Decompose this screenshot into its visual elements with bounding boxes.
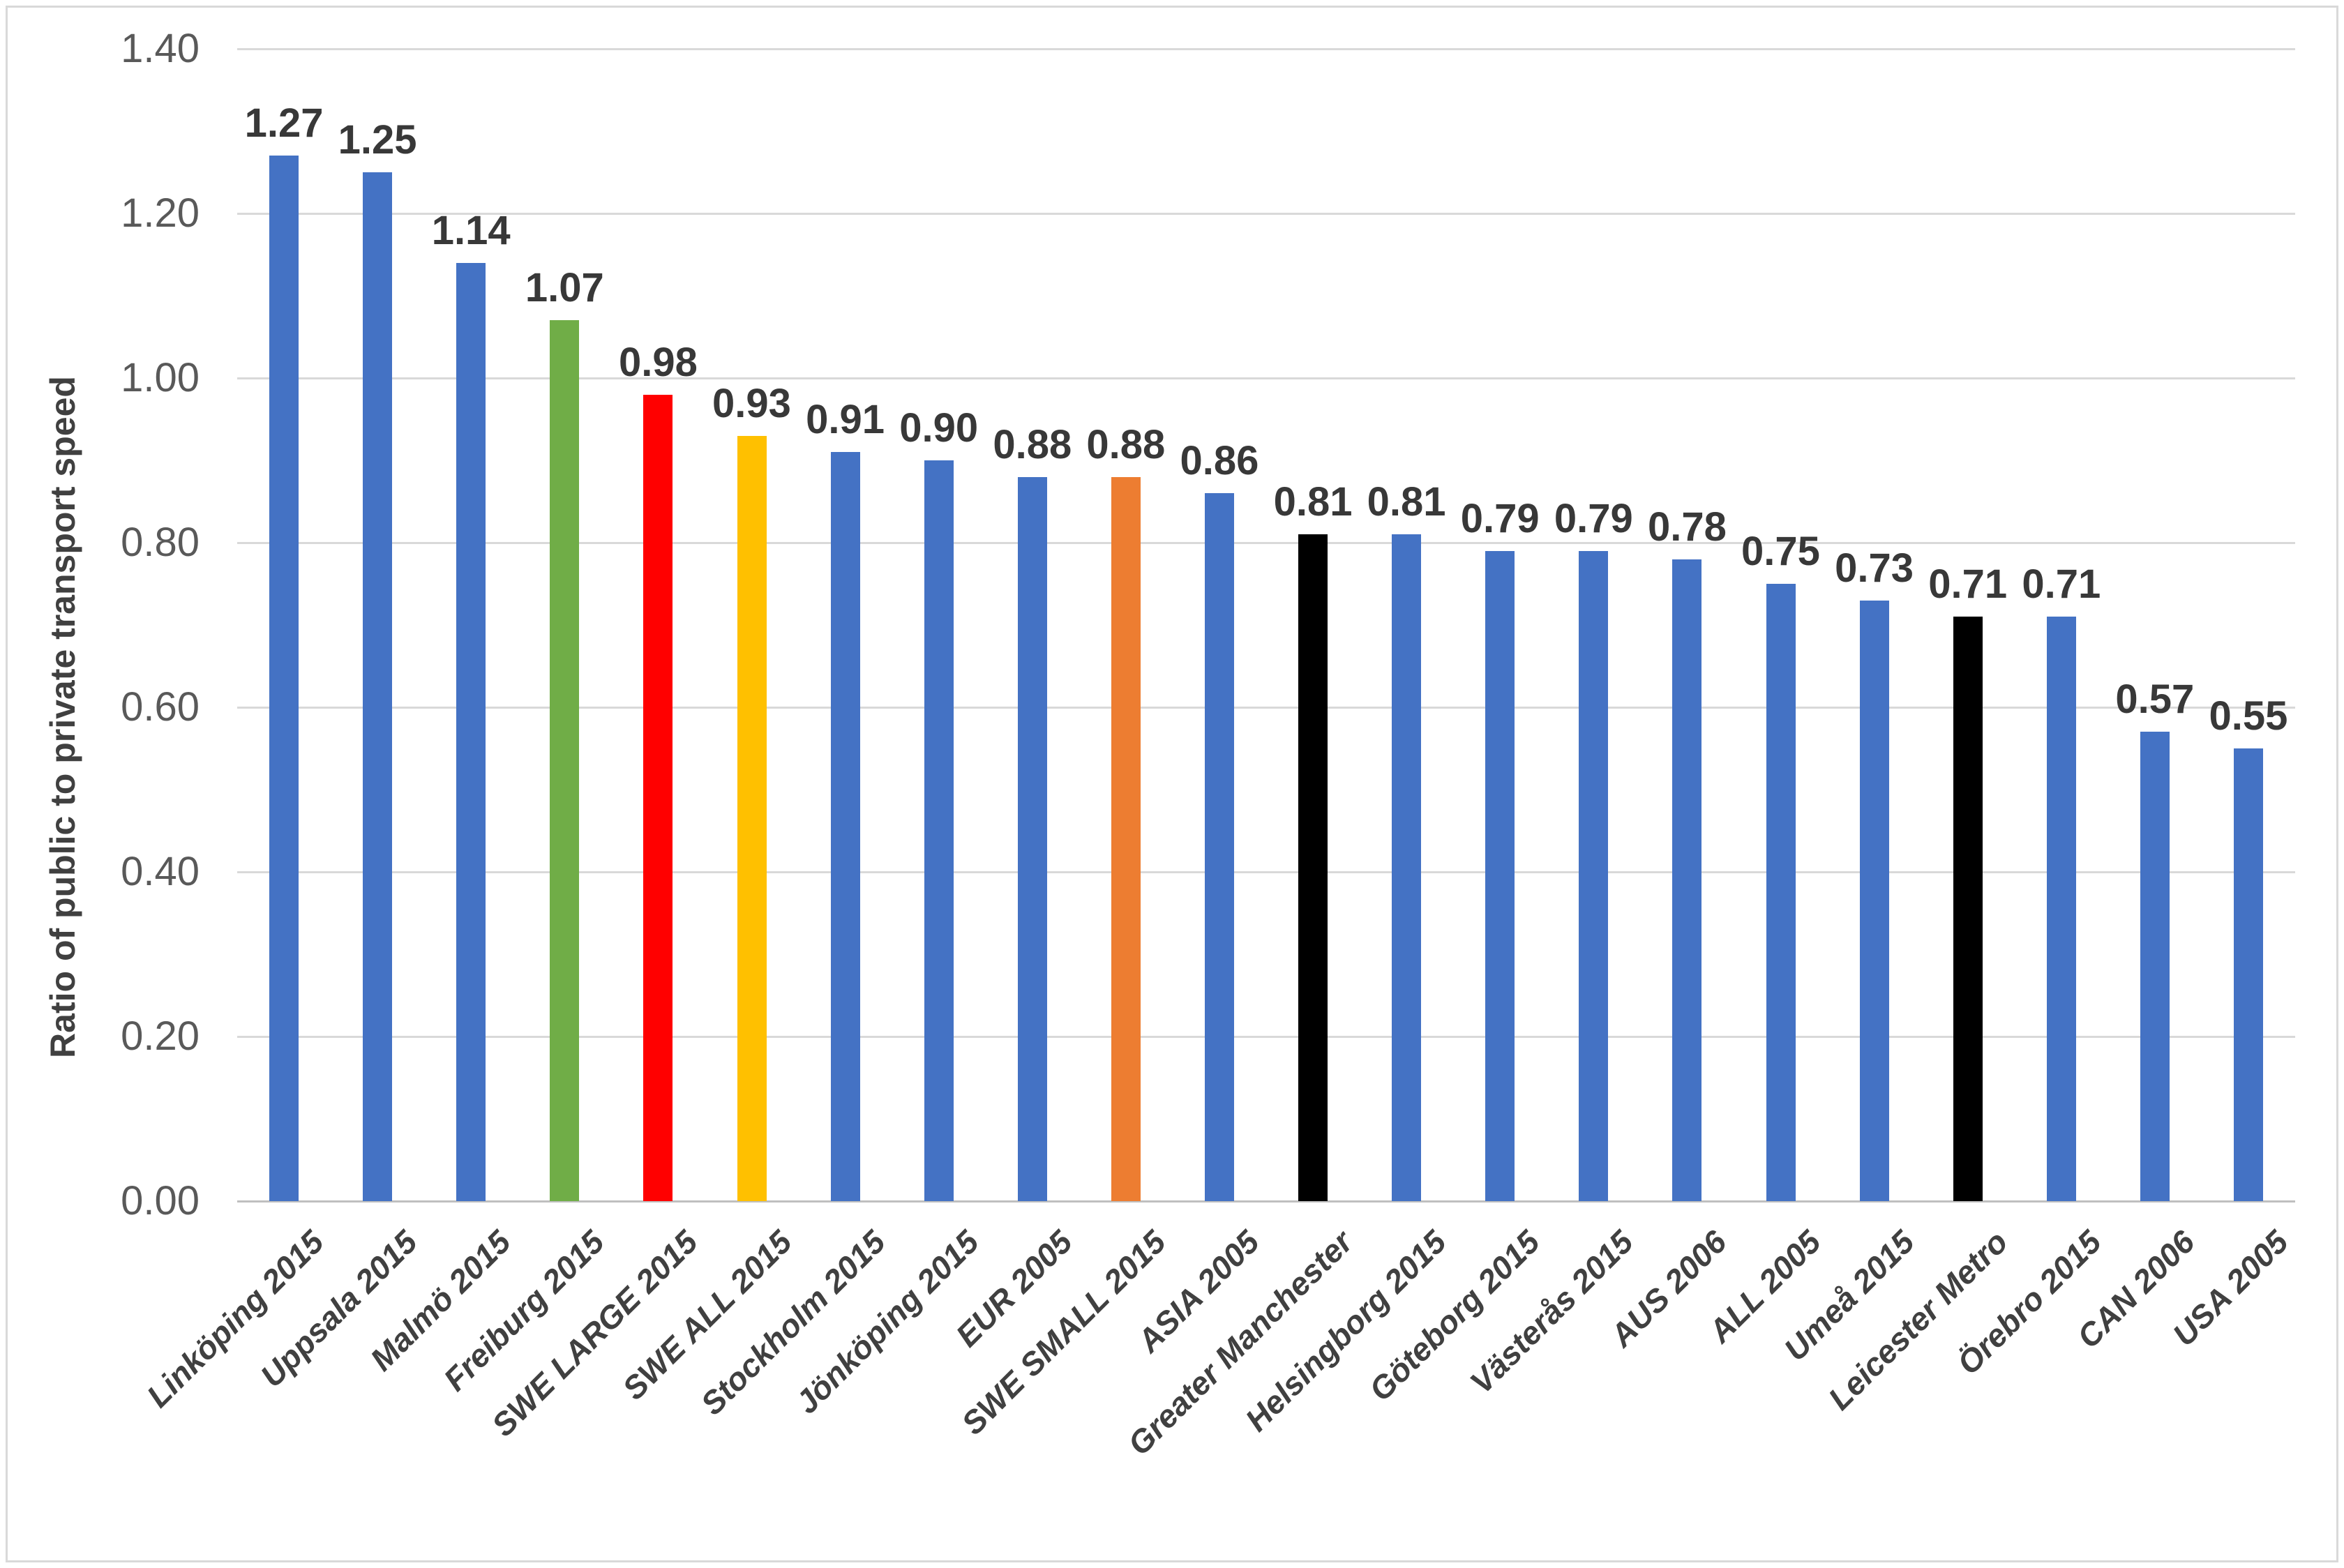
bar <box>737 435 767 1201</box>
gridline <box>237 706 2295 709</box>
bar <box>1859 600 1889 1201</box>
gridline <box>237 47 2295 50</box>
value-label: 0.88 <box>1086 421 1166 467</box>
value-label: 0.81 <box>1273 479 1353 525</box>
bar <box>2233 748 2263 1201</box>
value-label: 1.25 <box>338 117 417 163</box>
bar <box>2046 617 2076 1201</box>
bar <box>643 394 673 1201</box>
y-tick-label: 0.20 <box>121 1013 200 1059</box>
bar <box>269 156 299 1201</box>
gridline <box>237 541 2295 544</box>
gridline <box>237 870 2295 873</box>
bar <box>1392 534 1422 1201</box>
value-label: 0.75 <box>1741 529 1820 574</box>
value-label: 0.79 <box>1554 495 1633 541</box>
y-tick-label: 0.00 <box>121 1178 200 1223</box>
y-tick-label: 1.40 <box>121 26 200 71</box>
bar <box>1672 559 1702 1201</box>
bar <box>1298 534 1328 1201</box>
y-tick-label: 1.20 <box>121 190 200 236</box>
gridline <box>237 1035 2295 1038</box>
bar <box>550 320 580 1201</box>
bar <box>1579 550 1609 1201</box>
value-label: 0.55 <box>2209 693 2288 739</box>
value-label: 1.27 <box>244 100 324 146</box>
bar <box>1204 493 1234 1201</box>
value-label: 0.90 <box>899 405 979 451</box>
value-label: 0.78 <box>1647 504 1727 550</box>
bar <box>1766 584 1796 1201</box>
bar <box>2140 732 2170 1201</box>
bar <box>363 172 393 1201</box>
bar <box>456 262 486 1201</box>
value-label: 0.93 <box>712 380 791 426</box>
value-label: 0.57 <box>2115 677 2195 723</box>
bar <box>1017 476 1047 1201</box>
y-tick-label: 0.60 <box>121 684 200 730</box>
value-label: 0.91 <box>806 397 885 443</box>
bar <box>1953 617 1983 1201</box>
value-label: 0.73 <box>1835 545 1914 591</box>
value-label: 0.71 <box>2022 561 2101 608</box>
gridline <box>237 377 2295 379</box>
value-label: 1.07 <box>525 265 604 311</box>
value-label: 0.98 <box>618 339 698 385</box>
value-label: 0.86 <box>1180 438 1259 484</box>
value-label: 1.14 <box>431 207 511 253</box>
gridline <box>237 212 2295 215</box>
bar <box>1111 476 1141 1201</box>
y-tick-label: 0.40 <box>121 849 200 894</box>
value-label: 0.88 <box>993 421 1072 467</box>
y-tick-label: 0.80 <box>121 520 200 565</box>
bar <box>830 452 860 1201</box>
value-label: 0.81 <box>1367 479 1446 525</box>
chart-border <box>6 6 2338 1562</box>
bar <box>924 460 954 1201</box>
bar <box>1485 550 1515 1201</box>
value-label: 0.79 <box>1460 495 1540 541</box>
value-label: 0.71 <box>1928 561 2008 608</box>
x-axis-line <box>237 1200 2295 1203</box>
y-tick-label: 1.00 <box>121 355 200 400</box>
